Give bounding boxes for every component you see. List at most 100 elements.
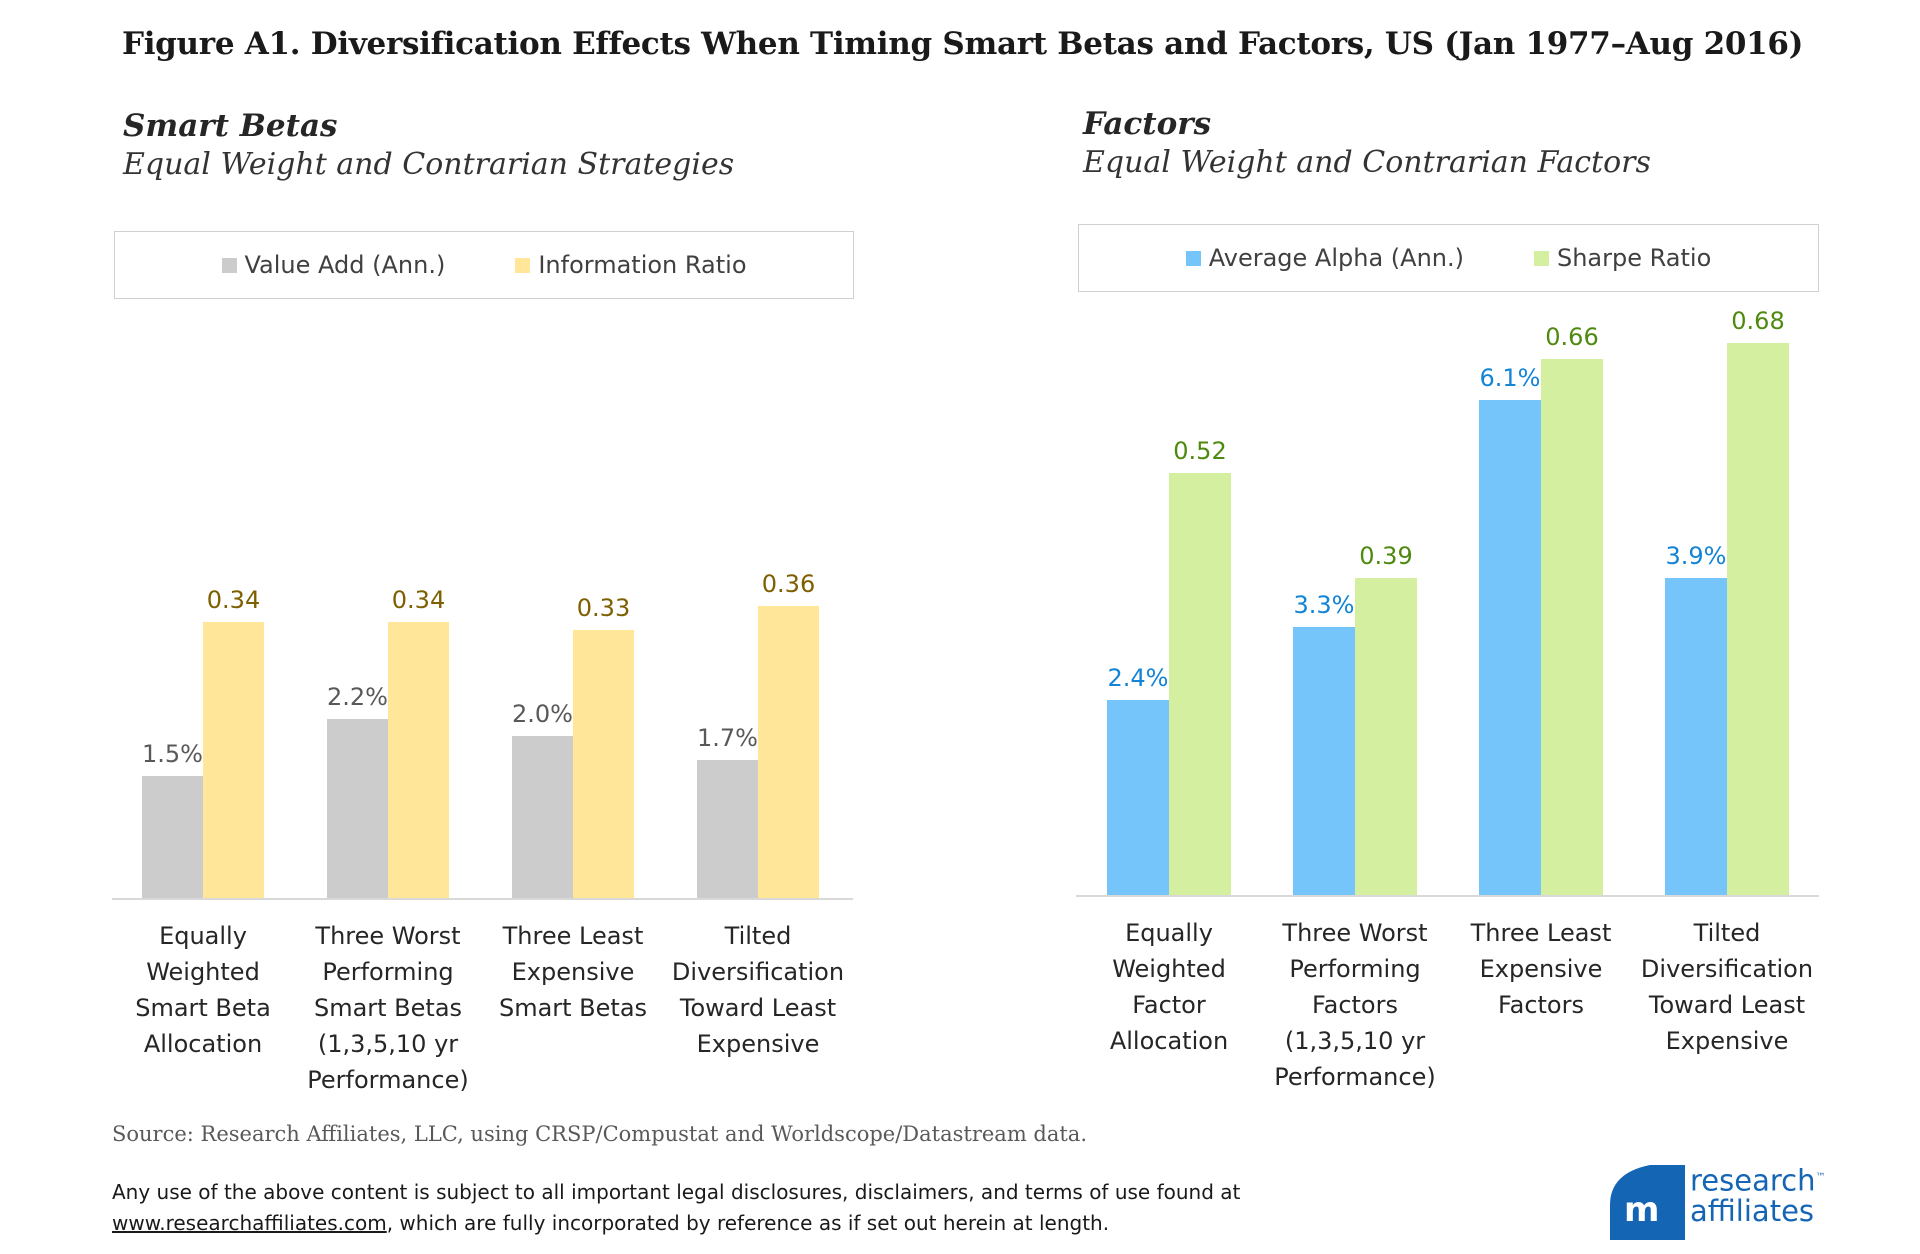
bar-average-alpha-ann (1293, 627, 1355, 895)
category-label-line: Factors (1312, 991, 1398, 1019)
right-panel-title: Factors (1083, 106, 1212, 142)
left-panel-title: Smart Betas (123, 108, 338, 144)
logo-text-line2: affiliates (1690, 1193, 1815, 1228)
legend-label: Average Alpha (Ann.) (1208, 244, 1464, 272)
x-axis-line (112, 898, 853, 900)
logo-text-line1: research (1690, 1163, 1816, 1198)
disclaimer-line-1: Any use of the above content is subject … (112, 1180, 1241, 1204)
bar-average-alpha-ann (1665, 578, 1727, 895)
category-label-line: Toward Least (679, 994, 837, 1022)
category-label: Equally Weighted Factor Allocation (1079, 915, 1259, 1059)
legend-item-information-ratio: Information Ratio (515, 251, 747, 279)
legend-swatch (515, 257, 531, 273)
bar-sharpe-ratio (1169, 472, 1231, 895)
data-label: 0.66 (1545, 323, 1599, 352)
data-label: 2.0% (512, 699, 573, 728)
category-label-line: Performing (322, 958, 454, 986)
category-label-line: Weighted (146, 958, 260, 986)
data-label: 6.1% (1479, 363, 1541, 392)
left-legend: Value Add (Ann.) Information Ratio (114, 231, 854, 299)
category-label-line: Performance) (307, 1066, 469, 1094)
disclaimer-line-2: , which are fully incorporated by refere… (386, 1211, 1110, 1235)
right-panel-subtitle: Equal Weight and Contrarian Factors (1083, 145, 1651, 180)
category-label-line: Equally (1125, 919, 1213, 947)
category-label-line: Tilted (724, 922, 792, 950)
category-label-line: Diversification (1640, 955, 1814, 983)
legend-item-value-add: Value Add (Ann.) (221, 251, 446, 279)
data-label: 0.34 (206, 585, 261, 614)
data-label: 1.7% (697, 723, 758, 752)
category-label-line: Allocation (143, 1030, 263, 1058)
bar-information-ratio (758, 605, 819, 898)
bar-average-alpha-ann (1479, 399, 1541, 895)
category-label-line: Performing (1289, 955, 1421, 983)
legend-swatch (221, 257, 237, 273)
data-label: 3.3% (1293, 591, 1355, 620)
bar-information-ratio (573, 630, 634, 898)
category-label-line: Expensive (1479, 955, 1603, 983)
category-label-line: Expensive (1665, 1027, 1789, 1055)
category-label: Three Worst Performing Smart Betas (1,3,5,1… (298, 918, 478, 1098)
data-label: 0.33 (576, 594, 631, 623)
bar-value-add-ann (327, 719, 388, 898)
category-label-line: Expensive (696, 1030, 820, 1058)
legend-label: Information Ratio (538, 251, 747, 279)
category-label-line: Allocation (1109, 1027, 1229, 1055)
left-plot-area: 1.5% 0.34 Equally Weighted Smart Beta Allocat… (112, 300, 853, 1100)
data-label: 0.39 (1359, 542, 1413, 571)
category-label-line: Smart Beta (135, 994, 271, 1022)
legend-swatch (1533, 250, 1549, 266)
x-axis-line (1076, 895, 1819, 897)
bar-average-alpha-ann (1107, 700, 1169, 895)
disclaimer: Any use of the above content is subject … (112, 1177, 1240, 1239)
category-label-line: Factor (1132, 991, 1206, 1019)
right-legend: Average Alpha (Ann.) Sharpe Ratio (1078, 224, 1819, 292)
logo-mark-icon: m (1610, 1165, 1685, 1240)
category-label: Three Least Expensive Smart Betas (483, 918, 663, 1026)
data-label: 2.4% (1107, 664, 1169, 693)
data-label: 0.68 (1731, 306, 1785, 335)
right-plot-area: 2.4% 0.52 Equally Weighted Factor Allocation 3… (1076, 296, 1819, 1096)
legend-label: Value Add (Ann.) (244, 251, 446, 279)
data-label: 0.34 (391, 585, 446, 614)
bar-value-add-ann (697, 759, 758, 898)
category-label: Three Least Expensive Factors (1451, 915, 1631, 1023)
category-label-line: Smart Betas (313, 994, 463, 1022)
category-label-line: (1,3,5,10 yr (1284, 1027, 1426, 1055)
category-label-line: Three Worst (1282, 919, 1428, 947)
bar-value-add-ann (512, 735, 573, 898)
category-label: Tilted Diversification Toward Least Expensi… (668, 918, 848, 1062)
bar-sharpe-ratio (1727, 342, 1789, 895)
bar-information-ratio (388, 621, 449, 898)
logo-tm: ™ (1815, 1172, 1826, 1183)
bar-value-add-ann (142, 776, 203, 898)
category-label-line: Three Least (502, 922, 644, 950)
category-label-line: Performance) (1274, 1063, 1436, 1091)
left-panel-subtitle: Equal Weight and Contrarian Strategies (123, 147, 735, 182)
bar-information-ratio (203, 621, 264, 898)
data-label: 0.52 (1173, 436, 1227, 465)
category-label-line: (1,3,5,10 yr (317, 1030, 459, 1058)
category-label: Tilted Diversification Toward Least Expensi… (1637, 915, 1817, 1059)
category-label-line: Three Least (1470, 919, 1612, 947)
legend-item-sharpe-ratio: Sharpe Ratio (1533, 244, 1712, 272)
category-label-line: Toward Least (1648, 991, 1806, 1019)
bar-sharpe-ratio (1541, 359, 1603, 895)
category-label-line: Smart Betas (498, 994, 648, 1022)
svg-text:m: m (1624, 1190, 1659, 1230)
category-label-line: Expensive (511, 958, 635, 986)
category-label-line: Tilted (1693, 919, 1761, 947)
category-label-line: Factors (1498, 991, 1584, 1019)
category-label-line: Weighted (1112, 955, 1226, 983)
bar-sharpe-ratio (1355, 578, 1417, 895)
category-label-line: Three Worst (315, 922, 461, 950)
research-affiliates-logo: m research™ affiliates (1610, 1165, 1825, 1240)
category-label-line: Equally (159, 922, 247, 950)
category-label: Equally Weighted Smart Beta Allocation (113, 918, 293, 1062)
data-label: 0.36 (761, 569, 816, 598)
category-label: Three Worst Performing Factors (1,3,5,10 yr… (1265, 915, 1445, 1095)
legend-label: Sharpe Ratio (1556, 244, 1712, 272)
website-link[interactable]: www.researchaffiliates.com (112, 1211, 387, 1235)
data-label: 1.5% (142, 740, 203, 769)
data-label: 2.2% (327, 683, 388, 712)
